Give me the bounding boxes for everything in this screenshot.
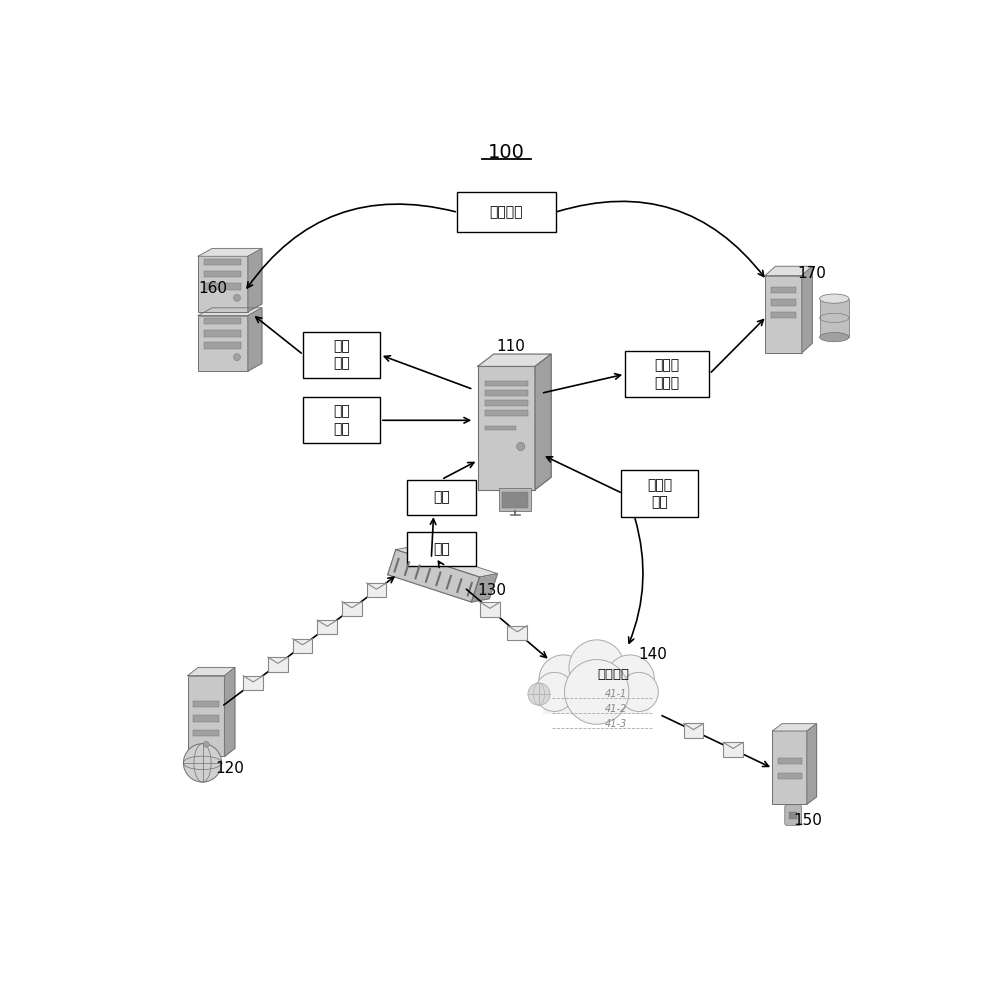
Bar (484, 390, 528, 396)
Bar (484, 426, 516, 430)
Text: 130: 130 (477, 583, 506, 598)
Circle shape (528, 683, 550, 705)
Bar (502, 492, 529, 508)
Bar (684, 723, 703, 738)
Bar (484, 381, 528, 386)
Bar (303, 332, 380, 378)
Polygon shape (807, 724, 816, 804)
Text: 100: 100 (488, 143, 525, 162)
Text: 路由: 路由 (433, 542, 450, 556)
Bar (621, 470, 698, 517)
Polygon shape (248, 249, 262, 312)
Text: 150: 150 (793, 813, 822, 828)
Polygon shape (199, 249, 262, 256)
Polygon shape (471, 574, 497, 602)
Polygon shape (477, 354, 551, 366)
Bar (205, 271, 241, 277)
Bar (480, 602, 500, 617)
Text: 41-1: 41-1 (605, 689, 627, 699)
Bar (194, 701, 219, 707)
Bar (765, 276, 802, 353)
Circle shape (535, 672, 574, 711)
Bar (484, 410, 528, 416)
Bar (788, 812, 797, 819)
Circle shape (619, 672, 658, 711)
Bar (820, 299, 849, 337)
Bar (342, 602, 362, 616)
Text: 140: 140 (638, 647, 667, 662)
Circle shape (564, 660, 629, 724)
Text: 优化参数: 优化参数 (490, 205, 523, 219)
Text: 170: 170 (797, 266, 826, 281)
Bar (188, 676, 224, 756)
Bar (484, 400, 528, 406)
Ellipse shape (820, 333, 849, 342)
Polygon shape (248, 308, 262, 371)
Bar (243, 676, 263, 690)
Text: 预测
结果: 预测 结果 (333, 405, 350, 436)
Text: 41-2: 41-2 (605, 704, 627, 714)
Bar (303, 397, 380, 443)
Bar (205, 330, 241, 337)
Bar (778, 773, 801, 779)
Bar (292, 639, 312, 653)
Bar (194, 730, 219, 736)
Text: 160: 160 (199, 281, 227, 296)
Ellipse shape (820, 294, 849, 303)
Bar (268, 657, 288, 672)
Bar (508, 626, 528, 640)
Text: 历史数
据信息: 历史数 据信息 (655, 358, 680, 390)
Bar (771, 312, 796, 318)
Circle shape (606, 655, 654, 704)
Bar (771, 287, 796, 293)
Polygon shape (224, 667, 235, 756)
Bar (477, 366, 535, 490)
Polygon shape (765, 266, 812, 276)
Bar (723, 742, 743, 757)
Bar (194, 715, 219, 722)
Bar (205, 283, 241, 290)
Bar (456, 192, 556, 232)
FancyBboxPatch shape (784, 805, 801, 825)
Polygon shape (802, 266, 812, 353)
Text: 110: 110 (496, 339, 526, 354)
Bar (367, 583, 386, 597)
Circle shape (569, 640, 624, 696)
Polygon shape (188, 667, 235, 676)
Bar (317, 620, 337, 634)
Bar (205, 342, 241, 349)
Text: 预测
模型: 预测 模型 (333, 339, 350, 370)
Circle shape (204, 741, 209, 747)
Bar (407, 532, 476, 566)
Polygon shape (199, 308, 262, 316)
Text: 41-3: 41-3 (605, 719, 627, 729)
Bar (499, 488, 531, 511)
Text: 报头: 报头 (433, 490, 450, 504)
Bar (199, 316, 248, 371)
Bar (205, 318, 241, 324)
Bar (543, 685, 650, 714)
Text: 120: 120 (215, 761, 244, 776)
Polygon shape (396, 546, 497, 577)
Text: 传输网络: 传输网络 (598, 668, 629, 681)
Circle shape (539, 655, 588, 704)
Polygon shape (535, 354, 551, 490)
Bar (771, 299, 796, 306)
Polygon shape (387, 550, 479, 602)
Bar (510, 514, 520, 515)
Bar (625, 351, 709, 397)
Circle shape (233, 294, 240, 301)
Polygon shape (773, 724, 816, 731)
Circle shape (233, 354, 240, 361)
Bar (773, 731, 807, 804)
Bar (205, 259, 241, 265)
Text: 历史数
据流: 历史数 据流 (647, 478, 672, 509)
Bar (778, 758, 801, 764)
Bar (407, 480, 476, 515)
Circle shape (184, 744, 221, 782)
Bar (199, 256, 248, 312)
Circle shape (517, 442, 525, 451)
